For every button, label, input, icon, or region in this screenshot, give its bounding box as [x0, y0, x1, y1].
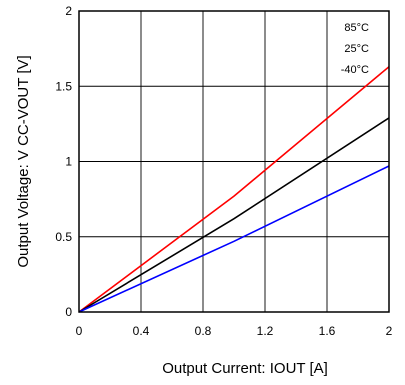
x-tick-labels: 0 0.4 0.8 1.2 1.6 2: [76, 324, 393, 338]
x-tick-label: 0.4: [133, 324, 150, 338]
grid: [79, 11, 389, 312]
series-line: [78, 165, 390, 313]
x-tick-label: 1.2: [257, 324, 274, 338]
legend: 85°C 25°C -40°C: [341, 22, 369, 76]
x-tick-label: 2: [386, 324, 393, 338]
plot-frame: [78, 10, 390, 313]
y-tick-label: 1.5: [55, 79, 72, 93]
series-lines: [78, 66, 390, 313]
series-line: [78, 66, 390, 313]
series-line: [78, 117, 390, 313]
legend-entry: 85°C: [344, 22, 369, 34]
legend-entry: -40°C: [341, 64, 369, 76]
legend-entry: 25°C: [344, 43, 369, 55]
y-axis-title: Output Voltage: V CC-VOUT [V]: [15, 55, 32, 267]
y-tick-label: 0.5: [55, 230, 72, 244]
x-tick-label: 1.6: [319, 324, 336, 338]
y-tick-labels: 0 0.5 1 1.5 2: [55, 4, 72, 319]
y-tick-label: 0: [65, 305, 72, 319]
x-axis-title: Output Current: IOUT [A]: [162, 360, 328, 377]
x-tick-label: 0.8: [195, 324, 212, 338]
y-tick-label: 2: [65, 4, 72, 18]
x-tick-label: 0: [76, 324, 83, 338]
y-tick-label: 1: [65, 155, 72, 169]
